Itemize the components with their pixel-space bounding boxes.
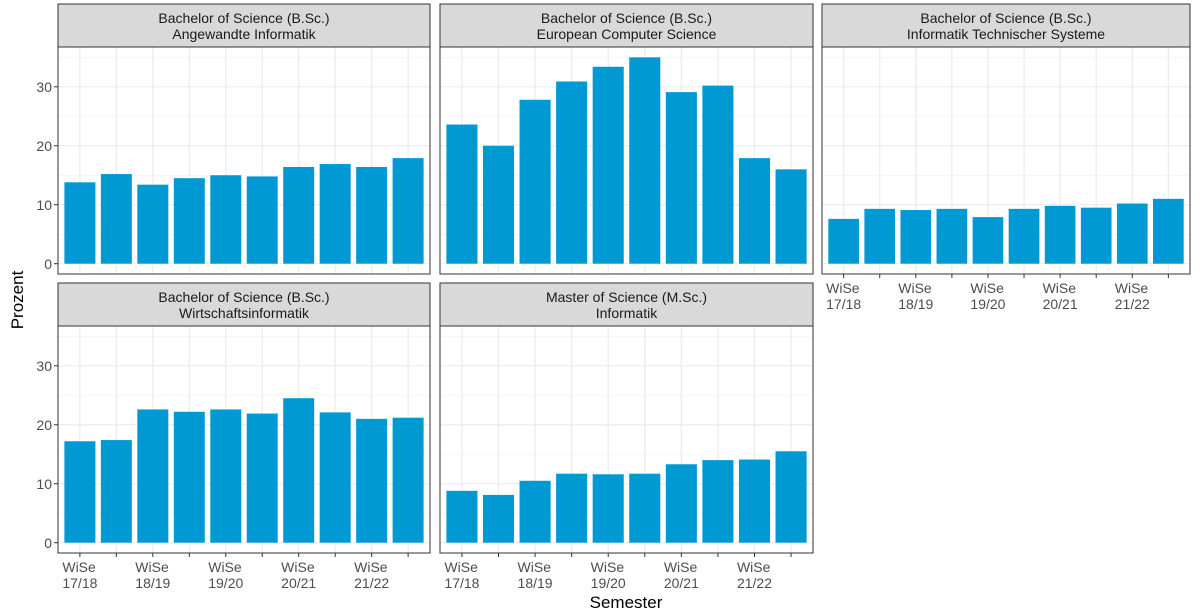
bar: [356, 418, 388, 543]
bar: [446, 124, 478, 264]
y-tick-label: 20: [36, 416, 52, 433]
bar: [283, 398, 315, 543]
bar: [210, 175, 242, 264]
x-tick-label: WiSe 21/22: [354, 559, 390, 591]
strip: [57, 282, 431, 327]
panel-border: [439, 325, 814, 554]
bar: [936, 208, 968, 264]
x-tick-label: WiSe 20/21: [663, 559, 699, 591]
y-tick-label: 10: [36, 196, 52, 213]
strip: [57, 3, 431, 48]
bar: [100, 440, 132, 543]
strip: [821, 3, 1191, 48]
bar: [592, 66, 624, 264]
bar: [556, 473, 588, 543]
y-tick-label: 0: [44, 534, 52, 551]
bar: [1080, 207, 1112, 264]
x-tick-label: WiSe 20/21: [281, 559, 317, 591]
bar: [1153, 198, 1184, 264]
x-tick-label: WiSe 19/20: [208, 559, 244, 591]
bar: [283, 166, 315, 264]
bar: [1008, 208, 1040, 264]
bar: [556, 81, 588, 264]
bar: [629, 57, 661, 264]
bar: [900, 210, 932, 264]
strip-title: Master of Science (M.Sc.) Informatik: [545, 288, 708, 321]
x-axis-title: Semester: [589, 593, 663, 612]
bar: [828, 218, 859, 264]
bar: [319, 412, 351, 543]
bar: [738, 158, 771, 264]
bar: [972, 217, 1004, 264]
strip-title: Bachelor of Science (B.Sc.) Informatik T…: [906, 9, 1106, 42]
strip-title: Bachelor of Science (B.Sc.) Wirtschaftsi…: [158, 288, 330, 321]
bar: [356, 166, 388, 264]
bar: [482, 145, 515, 264]
bar: [592, 474, 624, 543]
panel-border: [821, 46, 1191, 275]
bar: [775, 169, 807, 264]
bar: [702, 460, 734, 543]
bar: [482, 494, 515, 543]
x-tick-label: WiSe 19/20: [970, 280, 1006, 312]
bar: [446, 490, 478, 543]
bar: [775, 451, 807, 543]
x-tick-label: WiSe 21/22: [1114, 280, 1150, 312]
x-tick-label: WiSe 18/19: [517, 559, 553, 591]
x-tick-label: WiSe 18/19: [135, 559, 171, 591]
y-tick-label: 30: [36, 357, 52, 374]
panel-border: [439, 46, 814, 275]
bar: [392, 417, 424, 543]
y-tick-label: 0: [44, 255, 52, 272]
bar: [64, 182, 96, 264]
bar: [702, 85, 734, 264]
bar: [173, 178, 205, 264]
y-axis-title: Prozent: [8, 270, 27, 330]
bar: [392, 158, 424, 264]
x-tick-label: WiSe 19/20: [590, 559, 626, 591]
x-tick-label: WiSe 18/19: [898, 280, 934, 312]
bar: [137, 184, 169, 264]
x-tick-label: WiSe 17/18: [826, 280, 862, 312]
bar: [64, 441, 96, 543]
bar: [246, 413, 278, 543]
x-tick-label: WiSe 17/18: [62, 559, 98, 591]
bar: [864, 208, 896, 264]
bar: [319, 164, 351, 264]
x-tick-label: WiSe 20/21: [1042, 280, 1078, 312]
strip-title: Bachelor of Science (B.Sc.) Angewandte I…: [158, 9, 330, 42]
y-tick-label: 10: [36, 475, 52, 492]
strip-title: Bachelor of Science (B.Sc.) European Com…: [536, 9, 717, 42]
y-tick-label: 30: [36, 78, 52, 95]
bar: [519, 480, 551, 543]
strip: [439, 3, 814, 48]
x-tick-label: WiSe 17/18: [444, 559, 480, 591]
bar: [665, 464, 697, 543]
bar: [665, 92, 697, 264]
bar: [738, 459, 771, 543]
bar: [137, 409, 169, 543]
x-tick-label: WiSe 21/22: [736, 559, 773, 591]
bar: [629, 473, 661, 543]
y-tick-label: 20: [36, 137, 52, 154]
bar: [246, 176, 278, 264]
bar: [1044, 205, 1076, 264]
bar: [1116, 203, 1148, 264]
panel-border: [57, 325, 431, 554]
bar: [173, 411, 205, 543]
bar: [210, 409, 242, 543]
bar: [519, 99, 551, 264]
bar: [100, 174, 132, 264]
panel-border: [57, 46, 431, 275]
